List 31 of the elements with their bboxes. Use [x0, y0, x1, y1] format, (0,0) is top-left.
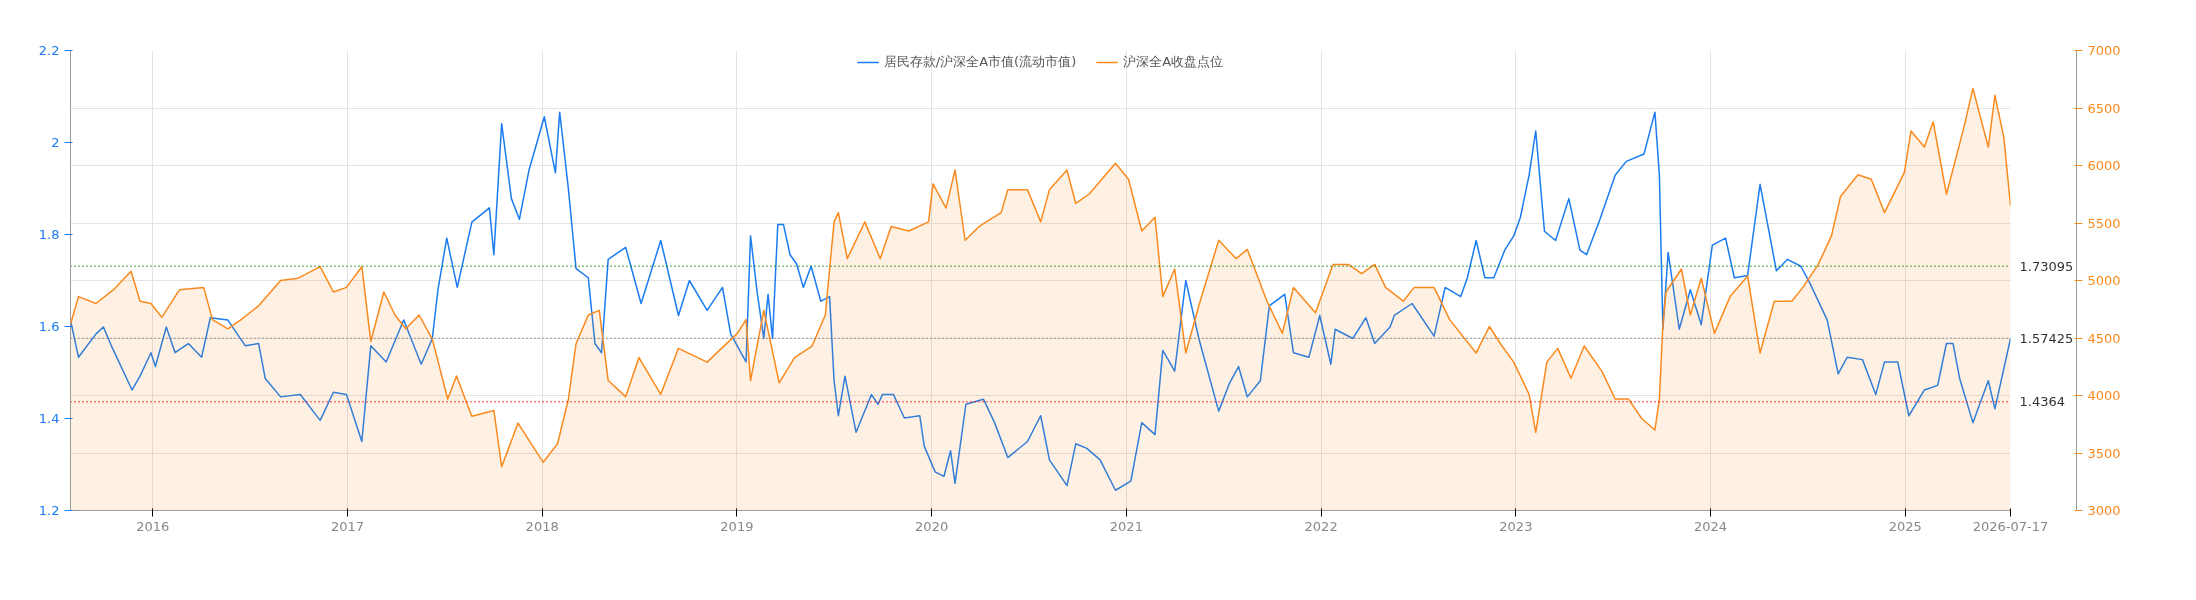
- y2-tick-label: 4000: [2087, 388, 2121, 403]
- y-tick-label: 1.2: [38, 503, 60, 518]
- y-tick-label: 2: [51, 135, 60, 150]
- y-tick-label: 1.6: [38, 319, 60, 334]
- ref-line-label: 1.73095: [2019, 258, 2074, 274]
- y2-tick-label: 6500: [2087, 100, 2121, 116]
- y2-tick-label: 7000: [2087, 43, 2121, 58]
- ref-line-label: 1.4364: [2019, 394, 2065, 410]
- y2-tick-label: 5000: [2087, 273, 2121, 288]
- x-tick-label: 2018: [525, 518, 559, 534]
- x-tick-label: 2016: [136, 518, 170, 534]
- x-tick-label: 2019: [720, 518, 754, 534]
- x-tick-label: 2024: [1694, 518, 1728, 534]
- x-tick-label: 2025: [1888, 518, 1922, 534]
- x-tick-label: 2023: [1499, 518, 1533, 534]
- x-tick-label: 2022: [1304, 518, 1338, 534]
- y-tick-label: 1.4: [38, 411, 60, 426]
- y2-tick-label: 5500: [2087, 215, 2121, 231]
- x-tick-label: 2020: [915, 518, 949, 534]
- ref-line-label: 1.57425: [2019, 330, 2074, 346]
- legend-label: 沪深全A收盘点位: [1123, 53, 1224, 71]
- x-tick-label: 2021: [1109, 518, 1143, 534]
- x-tick-label: 2017: [330, 518, 364, 534]
- y2-tick-label: 4500: [2087, 330, 2121, 346]
- y2-tick-label: 6000: [2087, 158, 2121, 173]
- y2-tick-label: 3500: [2087, 445, 2121, 461]
- y-tick-label: 2.2: [38, 43, 60, 58]
- y-tick-label: 1.8: [38, 227, 60, 242]
- legend-label: 居民存款/沪深全A市值(流动市值): [883, 53, 1077, 71]
- x-tick-label: 2026-07-17: [1972, 518, 2049, 534]
- y2-tick-label: 3000: [2087, 503, 2121, 518]
